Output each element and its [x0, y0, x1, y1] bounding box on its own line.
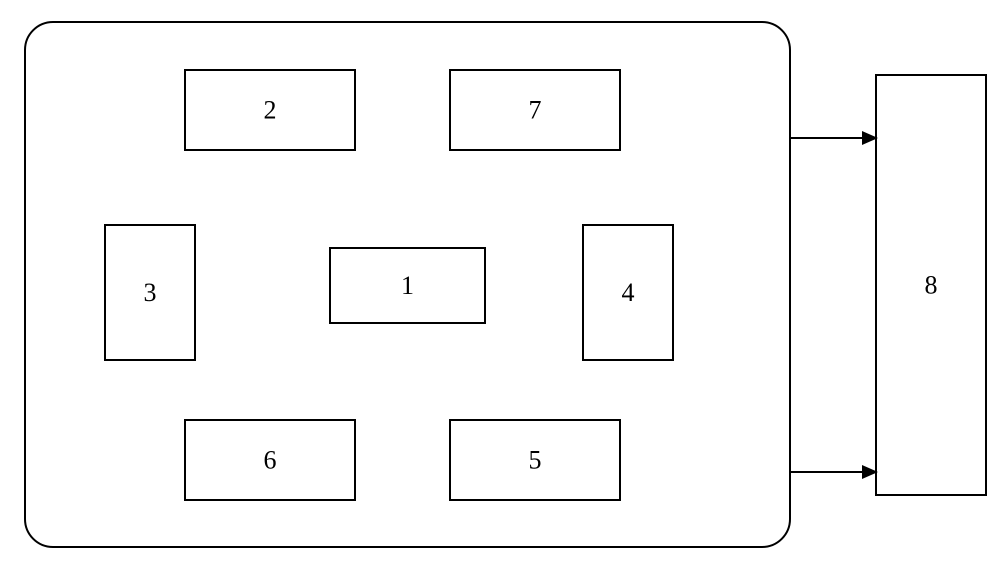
box-6-label: 6 — [264, 446, 277, 475]
diagram-canvas: 1 2 3 4 5 6 7 8 — [0, 0, 1000, 573]
box-7: 7 — [450, 70, 620, 150]
box-3-label: 3 — [144, 278, 157, 307]
diagram-svg: 1 2 3 4 5 6 7 8 — [0, 0, 1000, 573]
box-5: 5 — [450, 420, 620, 500]
box-7-label: 7 — [529, 96, 542, 125]
box-3: 3 — [105, 225, 195, 360]
box-1-label: 1 — [401, 271, 414, 300]
box-6: 6 — [185, 420, 355, 500]
box-4-label: 4 — [622, 278, 635, 307]
box-5-label: 5 — [529, 446, 542, 475]
box-8-label: 8 — [925, 271, 938, 300]
box-2: 2 — [185, 70, 355, 150]
box-1: 1 — [330, 248, 485, 323]
box-8: 8 — [876, 75, 986, 495]
box-2-label: 2 — [264, 96, 277, 125]
box-4: 4 — [583, 225, 673, 360]
